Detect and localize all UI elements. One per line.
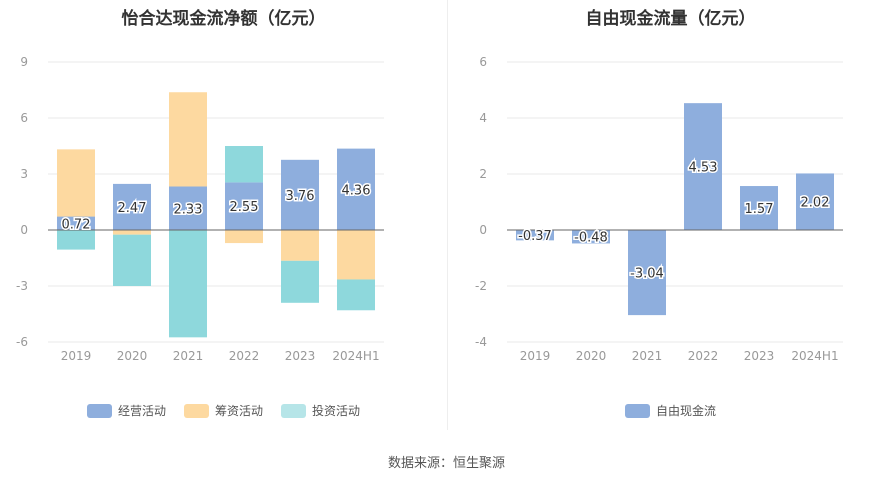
left-x-tick-label-3: 2022 — [229, 349, 260, 363]
legend-item-investing[interactable]: 投资活动 — [281, 402, 360, 419]
left-data-label-4: 3.76 — [286, 189, 315, 204]
left-chart-legend: 经营活动 筹资活动 投资活动 — [0, 402, 447, 419]
legend-swatch-financing — [183, 403, 209, 418]
left-bar-s1-0[interactable] — [57, 149, 95, 217]
right-bar-s0-4[interactable] — [740, 186, 778, 230]
left-x-tick-label-2: 2021 — [173, 349, 204, 363]
left-bar-s2-3[interactable] — [225, 146, 263, 183]
right-bar-s0-2[interactable] — [628, 230, 666, 316]
left-chart-plot: -6 -3 0 3 6 9 0.72 2.47 2.33 2.55 3.76 4.36 2019 2020… — [16, 55, 384, 363]
right-y-tick-label: -4 — [475, 335, 487, 349]
legend-item-operating[interactable]: 经营活动 — [86, 402, 166, 419]
left-bar-s2-2[interactable] — [169, 230, 207, 338]
left-y-tick-label: 0 — [20, 223, 28, 237]
left-x-tick-label-4: 2023 — [285, 349, 316, 363]
right-y-tick-label: 0 — [479, 223, 487, 237]
right-x-tick-label-0: 2019 — [520, 349, 551, 363]
right-bar-s0-5[interactable] — [796, 173, 834, 230]
panel-divider — [447, 0, 448, 430]
right-data-label-3: 4.53 — [689, 161, 718, 176]
right-data-label-2: -3.04 — [630, 267, 664, 282]
legend-swatch-investing — [281, 403, 306, 418]
legend-swatch-free-cash-flow — [624, 403, 650, 418]
right-chart-legend: 自由现金流 — [448, 402, 893, 419]
legend-label-free-cash-flow: 自由现金流 — [655, 404, 716, 418]
right-y-tick-label: 4 — [479, 111, 487, 125]
right-y-tick-label: -2 — [475, 279, 487, 293]
left-chart-panel: 怡合达现金流净额（亿元） -6 -3 0 3 6 9 0.72 2.47 2.33 2.55 3.7… — [0, 0, 447, 440]
left-bar-s2-4[interactable] — [281, 260, 319, 303]
left-y-tick-label: -6 — [16, 335, 28, 349]
left-data-label-0: 0.72 — [62, 217, 91, 232]
legend-label-investing: 投资活动 — [312, 404, 361, 418]
legend-item-financing[interactable]: 筹资活动 — [183, 402, 263, 419]
right-y-tick-label: 2 — [479, 167, 487, 181]
legend-label-operating: 经营活动 — [117, 404, 166, 418]
left-x-tick-label-1: 2020 — [117, 349, 148, 363]
right-data-label-1: -0.48 — [574, 231, 608, 246]
left-bar-s2-1[interactable] — [113, 234, 151, 286]
left-data-label-5: 4.36 — [342, 183, 371, 198]
left-bar-s1-4[interactable] — [281, 230, 319, 261]
right-data-label-4: 1.57 — [745, 202, 774, 217]
right-chart-plot: -4 -2 0 2 4 6 -0.37 -0.48 -3.04 4.53 1.57 2.02 2019 2… — [475, 55, 843, 363]
legend-label-financing: 筹资活动 — [214, 404, 263, 418]
left-data-label-3: 2.55 — [230, 200, 259, 215]
legend-item-free-cash-flow[interactable]: 自由现金流 — [624, 402, 716, 419]
left-bar-s1-5[interactable] — [337, 230, 375, 280]
left-x-tick-label-0: 2019 — [61, 349, 92, 363]
right-data-label-0: -0.37 — [518, 229, 552, 244]
left-bar-s0-3[interactable] — [225, 182, 263, 230]
left-bar-s0-1[interactable] — [113, 183, 151, 230]
left-y-tick-label: 6 — [20, 111, 28, 125]
left-bar-s0-0[interactable] — [57, 216, 95, 230]
right-bar-s0-1[interactable] — [572, 230, 610, 244]
left-bar-s0-4[interactable] — [281, 159, 319, 230]
left-bar-s2-0[interactable] — [57, 230, 95, 250]
left-bar-s1-2[interactable] — [169, 92, 207, 187]
right-bar-s0-0[interactable] — [516, 230, 554, 241]
right-chart-title: 自由现金流量（亿元） — [585, 9, 756, 29]
left-bar-s2-5[interactable] — [337, 279, 375, 311]
legend-swatch-operating — [86, 403, 112, 418]
left-chart-title: 怡合达现金流净额（亿元） — [121, 9, 326, 29]
right-x-tick-label-5: 2024H1 — [791, 349, 838, 363]
data-source: 数据来源：恒生聚源 — [387, 456, 505, 471]
left-bar-s1-1[interactable] — [113, 230, 151, 235]
right-y-tick-label: 6 — [479, 55, 487, 69]
right-x-tick-label-1: 2020 — [576, 349, 607, 363]
left-data-label-1: 2.47 — [118, 201, 147, 216]
left-y-tick-label: 9 — [20, 55, 28, 69]
right-x-tick-label-3: 2022 — [688, 349, 719, 363]
left-x-tick-label-5: 2024H1 — [332, 349, 379, 363]
right-data-label-5: 2.02 — [801, 196, 830, 211]
left-bar-s0-2[interactable] — [169, 186, 207, 230]
left-bar-s0-5[interactable] — [337, 148, 375, 230]
right-bar-s0-3[interactable] — [684, 103, 722, 230]
right-x-tick-label-4: 2023 — [744, 349, 775, 363]
right-x-tick-label-2: 2021 — [632, 349, 663, 363]
right-chart-panel: 自由现金流量（亿元） -4 -2 0 2 4 6 -0.37 -0.48 -3.04 4.53 1.… — [448, 0, 893, 440]
left-data-label-2: 2.33 — [174, 202, 203, 217]
left-y-tick-label: 3 — [20, 167, 28, 181]
left-bar-s1-3[interactable] — [225, 230, 263, 244]
left-y-tick-label: -3 — [16, 279, 28, 293]
